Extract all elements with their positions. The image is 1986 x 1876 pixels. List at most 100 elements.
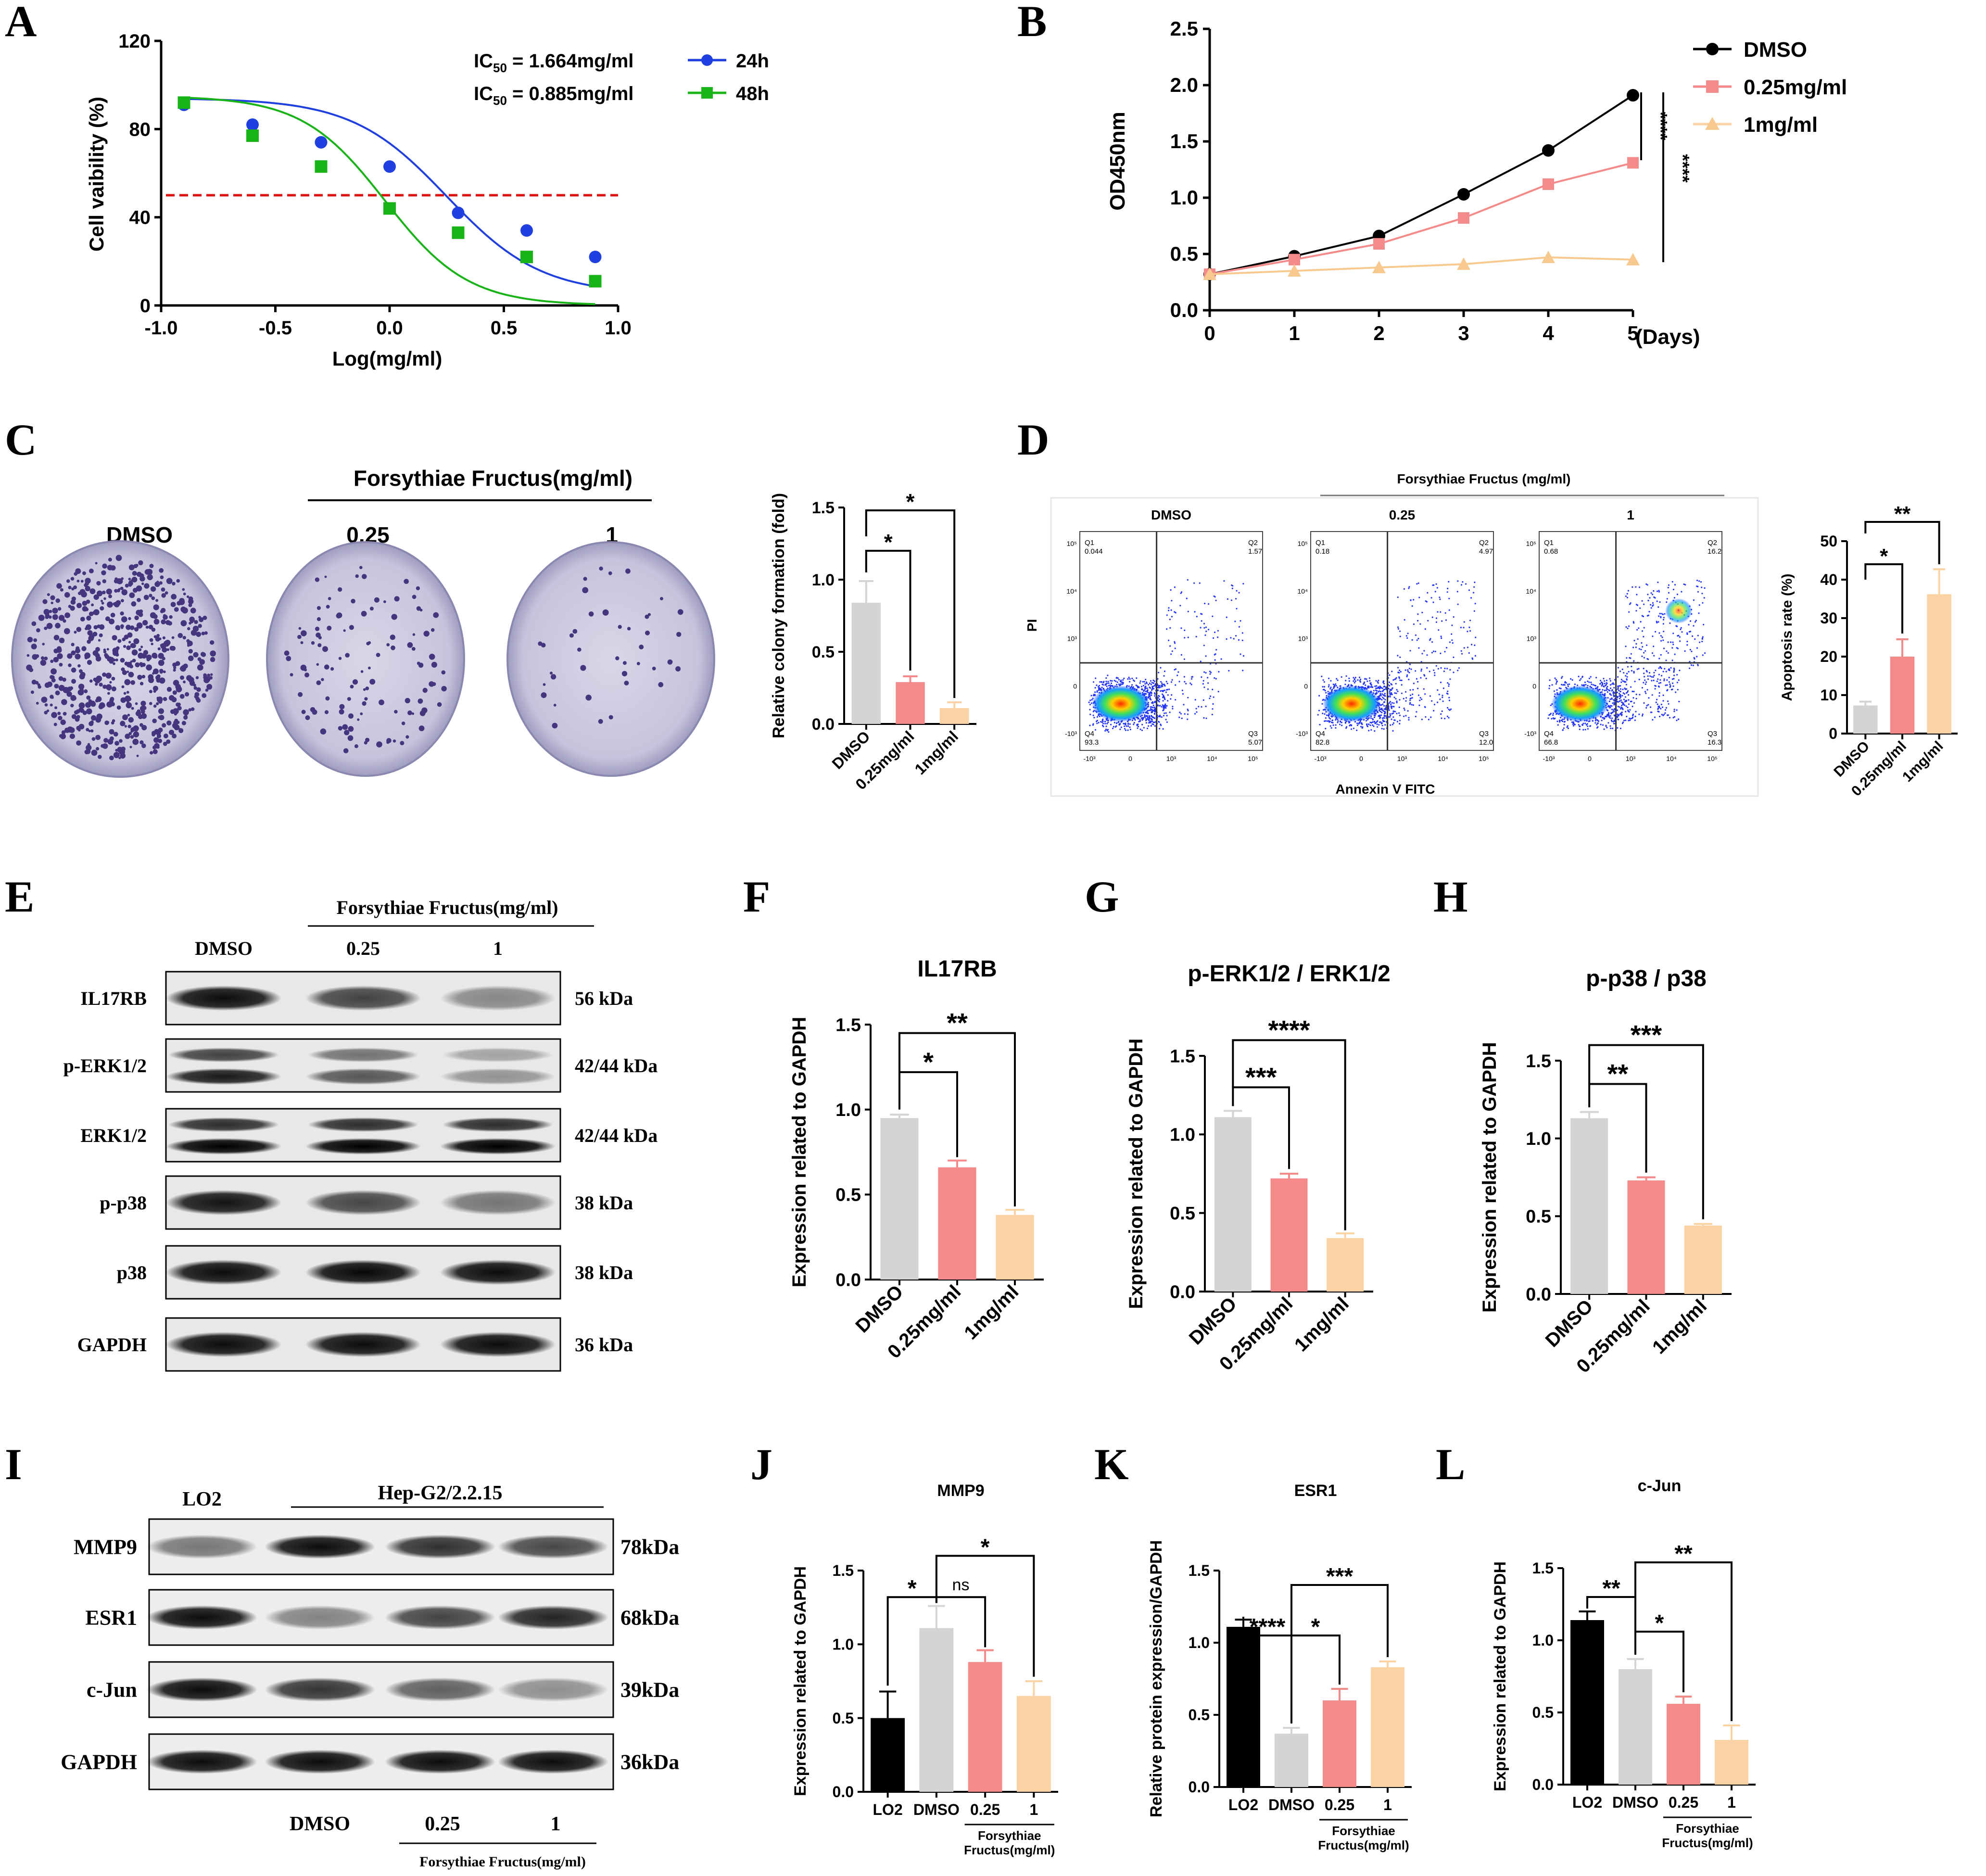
flow-event-dot <box>1091 699 1093 701</box>
flow-event-dot <box>1649 675 1651 677</box>
flow-q3-value: 16.3 <box>1708 738 1721 747</box>
flow-event-dot <box>1398 712 1400 714</box>
colony-dot <box>70 577 75 581</box>
flow-event-dot <box>1629 603 1631 605</box>
colony-dot <box>61 699 67 705</box>
flow-event-dot <box>1093 695 1095 697</box>
flow-event-dot <box>1672 717 1674 719</box>
flow-event-dot <box>1659 666 1661 668</box>
flow-event-dot <box>1610 727 1612 729</box>
flow-event-dot <box>1212 688 1214 690</box>
flow-event-dot <box>1095 677 1097 679</box>
flow-event-dot <box>1409 702 1411 704</box>
flow-event-dot <box>1172 706 1174 708</box>
flow-event-dot <box>1383 697 1385 699</box>
flow-event-dot <box>1672 644 1674 646</box>
colony-dot <box>143 650 149 655</box>
flow-event-dot <box>1622 692 1624 694</box>
flow-event-dot <box>1158 695 1160 697</box>
panell-chart-category-label: DMSO <box>1612 1794 1658 1811</box>
colony-dot <box>188 649 193 654</box>
colony-dot <box>139 740 144 745</box>
flow-event-dot <box>1152 704 1154 707</box>
flow-event-dot <box>1689 667 1691 669</box>
flow-event-dot <box>1655 701 1657 703</box>
flow-event-dot <box>1368 677 1371 679</box>
flow-event-dot <box>1390 692 1392 694</box>
flow-event-dot <box>1417 687 1419 689</box>
flow-event-dot <box>1651 676 1653 678</box>
flow-y-tick-label: 0 <box>1304 682 1308 690</box>
flow-event-dot <box>1553 718 1555 720</box>
flow-event-dot <box>1395 677 1397 679</box>
flow-event-dot <box>1154 684 1156 686</box>
flow-event-dot <box>1090 695 1092 697</box>
blot-band <box>168 1048 279 1062</box>
colony-dot <box>121 616 127 622</box>
flow-event-dot <box>1433 710 1435 712</box>
colony-dot <box>171 636 175 639</box>
flow-event-dot <box>1434 650 1436 652</box>
panel-c-header: Forsythiae Fructus(mg/ml) <box>354 466 632 491</box>
flow-event-dot <box>1383 683 1385 684</box>
flow-event-dot <box>1659 613 1661 615</box>
flow-event-dot <box>1673 710 1675 712</box>
panel-a-point-48h <box>246 129 259 142</box>
flow-event-dot <box>1183 658 1185 660</box>
flow-event-dot <box>1617 696 1619 697</box>
flow-event-dot <box>1619 696 1621 698</box>
flow-event-dot <box>1698 580 1700 582</box>
flow-event-dot <box>1391 723 1393 725</box>
flow-event-dot <box>1697 664 1699 666</box>
blot-row-label: ESR1 <box>85 1606 137 1630</box>
colony-dot <box>120 624 124 628</box>
flow-event-dot <box>1153 708 1156 710</box>
flow-panel-frame <box>1050 497 1759 797</box>
panelj-chart-y-tick-label: 0.5 <box>833 1710 854 1727</box>
colony-dot <box>136 571 142 577</box>
flow-event-dot <box>1468 626 1470 628</box>
flow-event-dot <box>1373 716 1375 718</box>
flow-event-dot <box>1631 665 1632 668</box>
colony-dot <box>91 603 94 607</box>
flow-event-dot <box>1633 672 1635 674</box>
flow-event-dot <box>1405 691 1407 693</box>
flow-event-dot <box>1618 693 1620 695</box>
flow-event-dot <box>1606 683 1608 684</box>
colony-dot <box>163 734 168 738</box>
flow-event-dot <box>1238 639 1240 641</box>
flow-event-dot <box>1360 723 1362 724</box>
blot-row-label: ERK1/2 <box>80 1125 147 1146</box>
colony-dot <box>418 725 425 732</box>
flow-event-dot <box>1214 596 1216 598</box>
flow-plot-title: DMSO <box>1151 507 1191 522</box>
flow-event-dot <box>1178 716 1180 718</box>
colony-dot <box>63 628 70 634</box>
blot-band <box>385 1605 495 1630</box>
flow-event-dot <box>1670 641 1672 643</box>
flow-event-dot <box>1179 605 1181 607</box>
panell-chart-sig-label: ** <box>1602 1576 1620 1601</box>
flow-event-dot <box>1203 671 1205 673</box>
panell-chart-sig-bracket <box>1634 1561 1733 1721</box>
colony-dot <box>115 653 119 657</box>
flow-event-dot <box>1397 596 1399 598</box>
flow-event-dot <box>1597 720 1599 722</box>
flow-event-dot <box>1113 722 1115 723</box>
colony-dot <box>68 605 72 608</box>
panel-a-fit-curve-24h <box>184 98 595 288</box>
flow-event-dot <box>1202 683 1204 685</box>
flow-event-dot <box>1145 679 1147 681</box>
colony-dot <box>202 693 207 698</box>
colony-dot <box>79 589 86 595</box>
flow-event-dot <box>1635 710 1637 712</box>
colony-dot <box>153 704 157 708</box>
flow-event-dot <box>1641 687 1643 689</box>
panel-a-point-24h <box>315 136 328 149</box>
flow-event-dot <box>1327 720 1328 722</box>
colony-dot <box>349 625 354 630</box>
colony-dot <box>152 672 155 675</box>
